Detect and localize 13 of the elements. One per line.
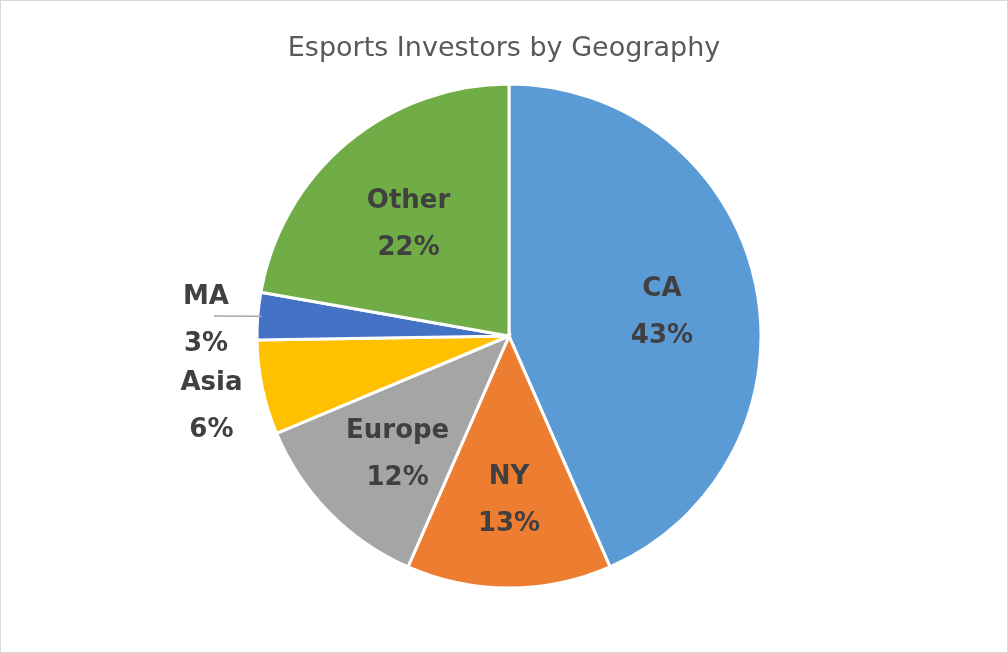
- slice-label: NY: [488, 460, 531, 491]
- data-label: 3%: [183, 326, 229, 357]
- data-label: 13%: [477, 507, 541, 538]
- slice-label: Other: [366, 184, 451, 215]
- slice-label: CA: [642, 272, 682, 302]
- data-label: 6%: [189, 413, 234, 444]
- slice-label: Europe: [346, 413, 450, 444]
- slice-label: MA: [182, 279, 229, 310]
- chart-title: Esports Investors by Geography: [287, 31, 721, 62]
- slice-label: Asia: [180, 366, 243, 397]
- data-label: 12%: [366, 460, 429, 491]
- data-label: 43%: [630, 319, 694, 349]
- data-label: 22%: [377, 231, 440, 262]
